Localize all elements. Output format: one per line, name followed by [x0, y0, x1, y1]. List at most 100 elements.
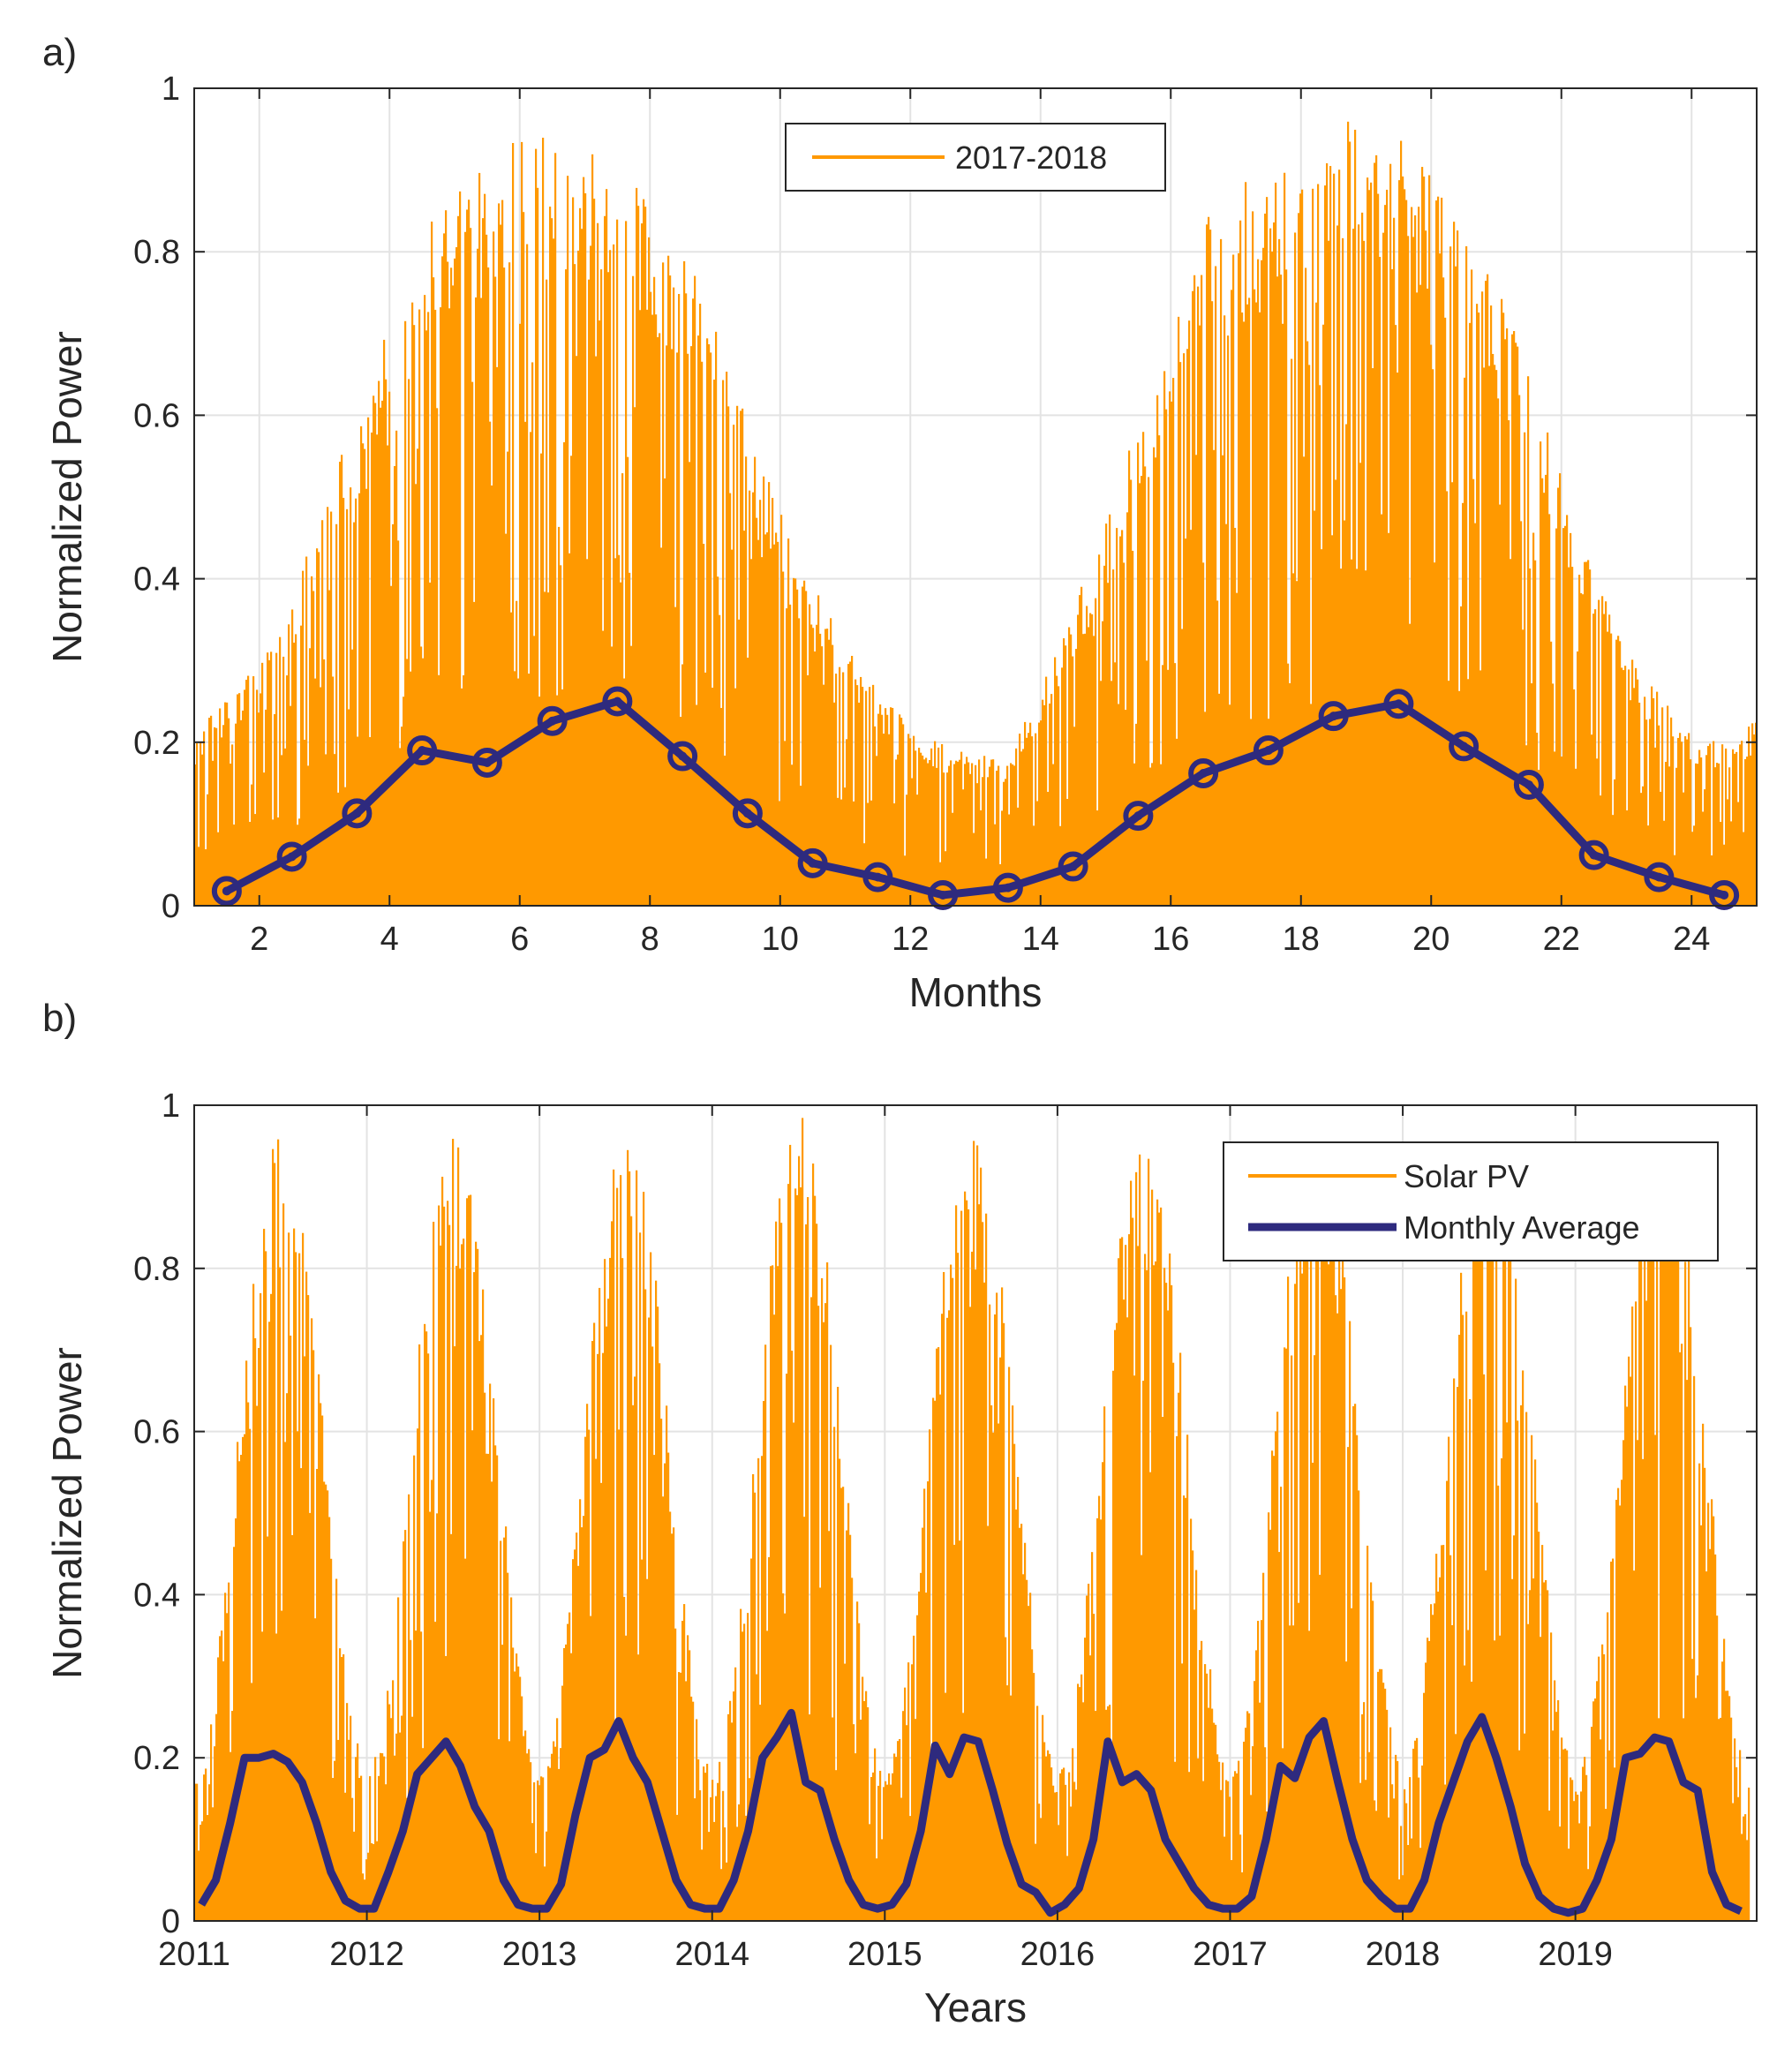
- daily-bar: [925, 1593, 928, 1921]
- daily-bar: [254, 814, 257, 906]
- tick-labels: 2011 2012 2013 2014 2015 2016 2017 2018 201900.2…: [133, 1088, 1757, 1973]
- daily-bar: [948, 765, 951, 906]
- daily-bar: [629, 572, 631, 906]
- daily-bar: [401, 1715, 403, 1921]
- daily-bar: [1497, 398, 1500, 906]
- daily-bar: [1262, 247, 1265, 906]
- daily-bar: [224, 1593, 227, 1921]
- daily-bar: [1130, 479, 1133, 906]
- daily-bar: [980, 1167, 983, 1921]
- daily-bar: [196, 742, 199, 906]
- daily-bar: [514, 1671, 516, 1921]
- daily-bar: [1561, 756, 1563, 906]
- daily-bar: [461, 1244, 463, 1921]
- daily-bar: [565, 1644, 568, 1921]
- daily-bar: [662, 262, 665, 907]
- daily-bar: [1379, 256, 1382, 907]
- daily-bar: [1455, 266, 1457, 906]
- daily-bar: [824, 629, 827, 906]
- daily-bar: [1550, 641, 1553, 906]
- daily-bar: [968, 762, 970, 906]
- daily-bar: [1040, 720, 1043, 906]
- daily-bar: [1464, 377, 1466, 906]
- daily-bar: [500, 1540, 502, 1921]
- daily-bar: [565, 269, 568, 906]
- daily-bar: [911, 778, 914, 906]
- daily-bar: [634, 1376, 636, 1921]
- daily-bar: [865, 1691, 868, 1921]
- daily-bar: [1488, 1150, 1491, 1921]
- daily-bar: [717, 576, 719, 906]
- daily-bar: [440, 307, 442, 906]
- monthly-average-marker: [732, 798, 763, 829]
- daily-bar: [1386, 1709, 1389, 1921]
- panel-b-label: b): [42, 997, 77, 1040]
- daily-bar: [1721, 744, 1724, 906]
- daily-bar: [1123, 1299, 1126, 1921]
- daily-bar: [994, 824, 997, 906]
- daily-bar: [720, 707, 723, 906]
- daily-bar: [1453, 1378, 1456, 1921]
- daily-bar: [960, 1210, 963, 1921]
- daily-bar: [249, 1428, 252, 1921]
- daily-bar: [810, 624, 813, 906]
- daily-bar: [1086, 606, 1088, 906]
- daily-bar: [1375, 154, 1378, 906]
- daily-bar: [1753, 734, 1756, 906]
- daily-bar: [369, 736, 372, 906]
- daily-bar: [1239, 1834, 1242, 1921]
- daily-bar: [1631, 1307, 1634, 1921]
- daily-bar: [1601, 596, 1604, 906]
- daily-bar: [1224, 1836, 1226, 1921]
- daily-bar: [1707, 746, 1710, 906]
- daily-bar: [982, 1222, 984, 1921]
- daily-bar: [547, 1766, 550, 1921]
- daily-bar: [1418, 1777, 1420, 1921]
- daily-bar: [1275, 1431, 1277, 1921]
- daily-bar: [1031, 1649, 1034, 1921]
- y-tick-label: 0.2: [133, 725, 180, 762]
- daily-bar: [554, 153, 557, 907]
- daily-bar: [574, 264, 576, 906]
- monthly-average-marker-center: [938, 890, 948, 900]
- daily-bar: [893, 803, 896, 906]
- daily-bar: [809, 604, 811, 906]
- daily-bar: [724, 755, 727, 906]
- daily-bar: [1467, 679, 1470, 906]
- daily-bar: [1303, 456, 1306, 906]
- daily-bar: [519, 323, 522, 907]
- daily-bar: [226, 1613, 229, 1921]
- daily-bar: [840, 799, 843, 906]
- daily-bar: [618, 1429, 621, 1921]
- daily-bar: [1073, 727, 1076, 906]
- daily-bar: [1033, 1673, 1035, 1921]
- daily-bar: [641, 223, 644, 907]
- daily-bar: [321, 1415, 324, 1921]
- daily-bar: [1405, 200, 1408, 906]
- daily-bar: [946, 772, 949, 906]
- daily-bar: [1301, 1273, 1304, 1921]
- daily-bar: [1674, 1216, 1676, 1921]
- daily-bar: [339, 1648, 342, 1921]
- daily-bar: [335, 1578, 338, 1921]
- daily-bar: [802, 586, 804, 906]
- daily-bar: [1197, 1758, 1200, 1921]
- daily-bar: [1038, 1804, 1041, 1921]
- daily-bar: [1644, 1260, 1646, 1921]
- daily-bar: [1333, 173, 1336, 907]
- daily-bar: [1308, 365, 1311, 906]
- daily-bar: [1713, 741, 1715, 906]
- daily-bar: [1326, 162, 1329, 907]
- daily-bar: [360, 425, 363, 906]
- daily-bar: [1607, 631, 1609, 906]
- daily-bar: [597, 222, 599, 906]
- daily-bar: [1239, 220, 1242, 906]
- monthly-average-marker: [797, 847, 828, 878]
- daily-bar: [960, 751, 963, 906]
- daily-bar: [1511, 334, 1514, 906]
- daily-bar: [1296, 1219, 1299, 1921]
- daily-bar: [975, 1269, 977, 1921]
- daily-bar: [1600, 1739, 1602, 1921]
- daily-bar: [1241, 1871, 1244, 1921]
- daily-bar: [468, 200, 471, 906]
